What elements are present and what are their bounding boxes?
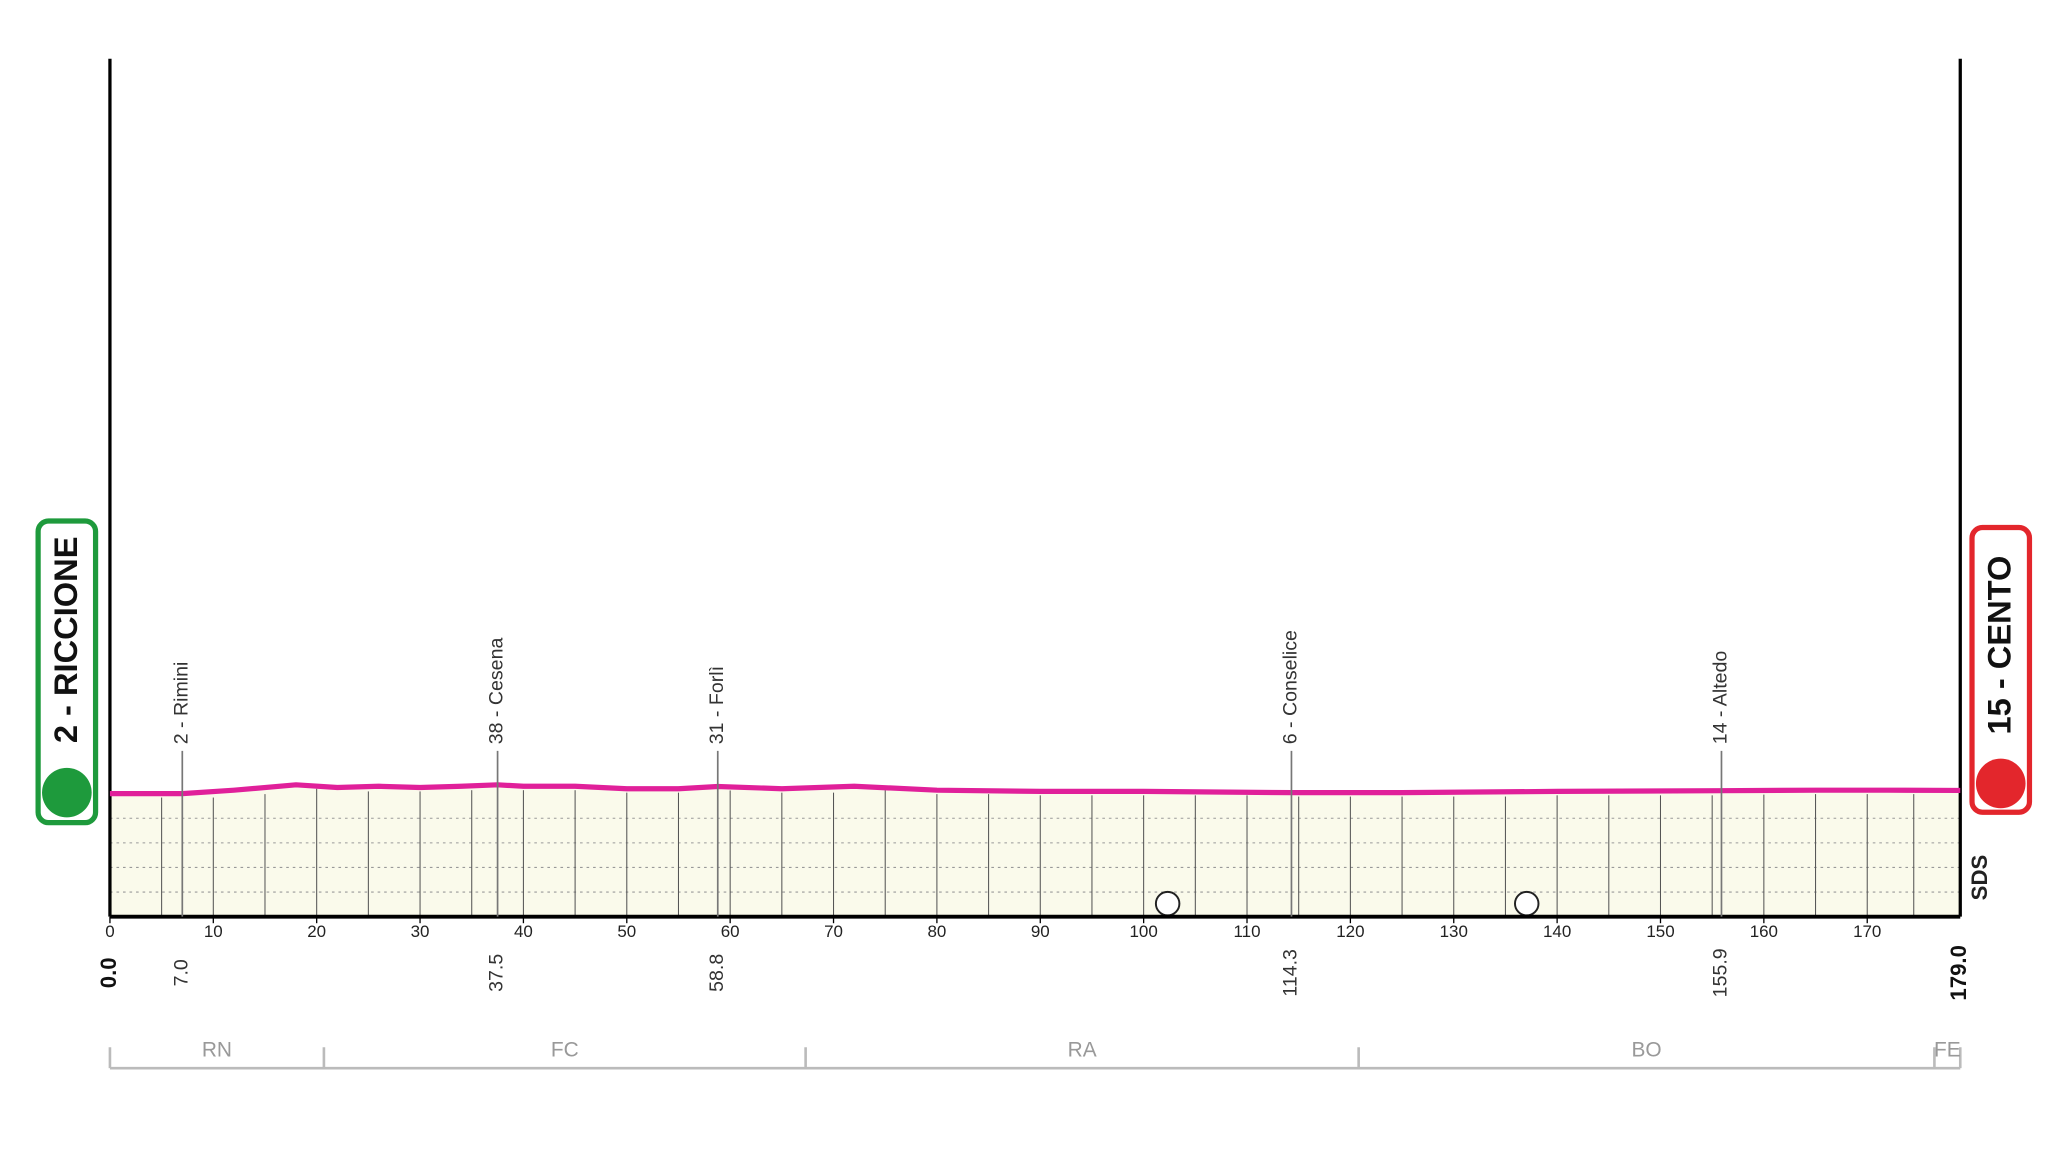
waypoint-km: 37.5: [486, 954, 508, 992]
x-tick-label: 80: [927, 922, 946, 941]
x-tick-label: 160: [1750, 922, 1778, 941]
province-label: FE: [1934, 1039, 1961, 1062]
x-tick-label: 0: [105, 922, 114, 941]
x-tick-label: 90: [1031, 922, 1050, 941]
start-box: [35, 518, 99, 826]
finish-badge: 15 - CENTO: [1969, 524, 2033, 815]
start-badge: 2 - RICCIONE: [35, 518, 99, 826]
province-label: RA: [1068, 1039, 1097, 1062]
x-tick-label: 170: [1853, 922, 1881, 941]
x-tick-label: 140: [1543, 922, 1571, 941]
sprint-icon: [1514, 890, 1540, 917]
waypoint-km: 7.0: [170, 959, 192, 986]
waypoint-name: 6 - Conselice: [1280, 630, 1302, 744]
x-tick-label: 60: [721, 922, 740, 941]
x-tick-label: 50: [617, 922, 636, 941]
x-tick-label: 150: [1646, 922, 1674, 941]
waypoint-name: 14 - Altedo: [1710, 651, 1732, 745]
sprint-icon: [1154, 890, 1181, 917]
finish-box: [1969, 524, 2033, 815]
waypoint-km: 155.9: [1710, 948, 1732, 997]
waypoint-km: 114.3: [1280, 949, 1302, 997]
waypoint-name: 2 - Rimini: [170, 662, 192, 745]
waypoint-km: 58.8: [706, 954, 728, 992]
profile-area: [109, 784, 1961, 917]
x-tick-label: 70: [824, 922, 843, 941]
x-tick-label: 110: [1233, 922, 1260, 941]
finish-icon: [1975, 758, 2026, 809]
x-tick-label: 10: [204, 922, 223, 941]
logo: SDS: [1967, 855, 1992, 901]
x-tick-label: 20: [307, 922, 326, 941]
x-tick-label: 100: [1129, 922, 1157, 941]
start-icon: [42, 767, 92, 818]
start-label: 2 - RICCIONE: [47, 537, 84, 744]
profile-line: [109, 782, 1961, 797]
x-tick-label: 120: [1336, 922, 1364, 941]
km-label: 179.0: [1946, 945, 1971, 1001]
province-label: RN: [202, 1039, 232, 1062]
x-tick-label: 40: [514, 922, 533, 941]
x-tick-label: 30: [411, 922, 430, 941]
province-label: BO: [1631, 1039, 1661, 1062]
waypoint-name: 38 - Cesena: [486, 638, 508, 745]
finish-label: 15 - CENTO: [1981, 556, 2018, 735]
km-label: 0.0: [96, 957, 121, 988]
province-label: FC: [551, 1039, 579, 1062]
x-tick-label: 130: [1440, 922, 1468, 941]
waypoint-name: 31 - Forlì: [706, 666, 728, 744]
